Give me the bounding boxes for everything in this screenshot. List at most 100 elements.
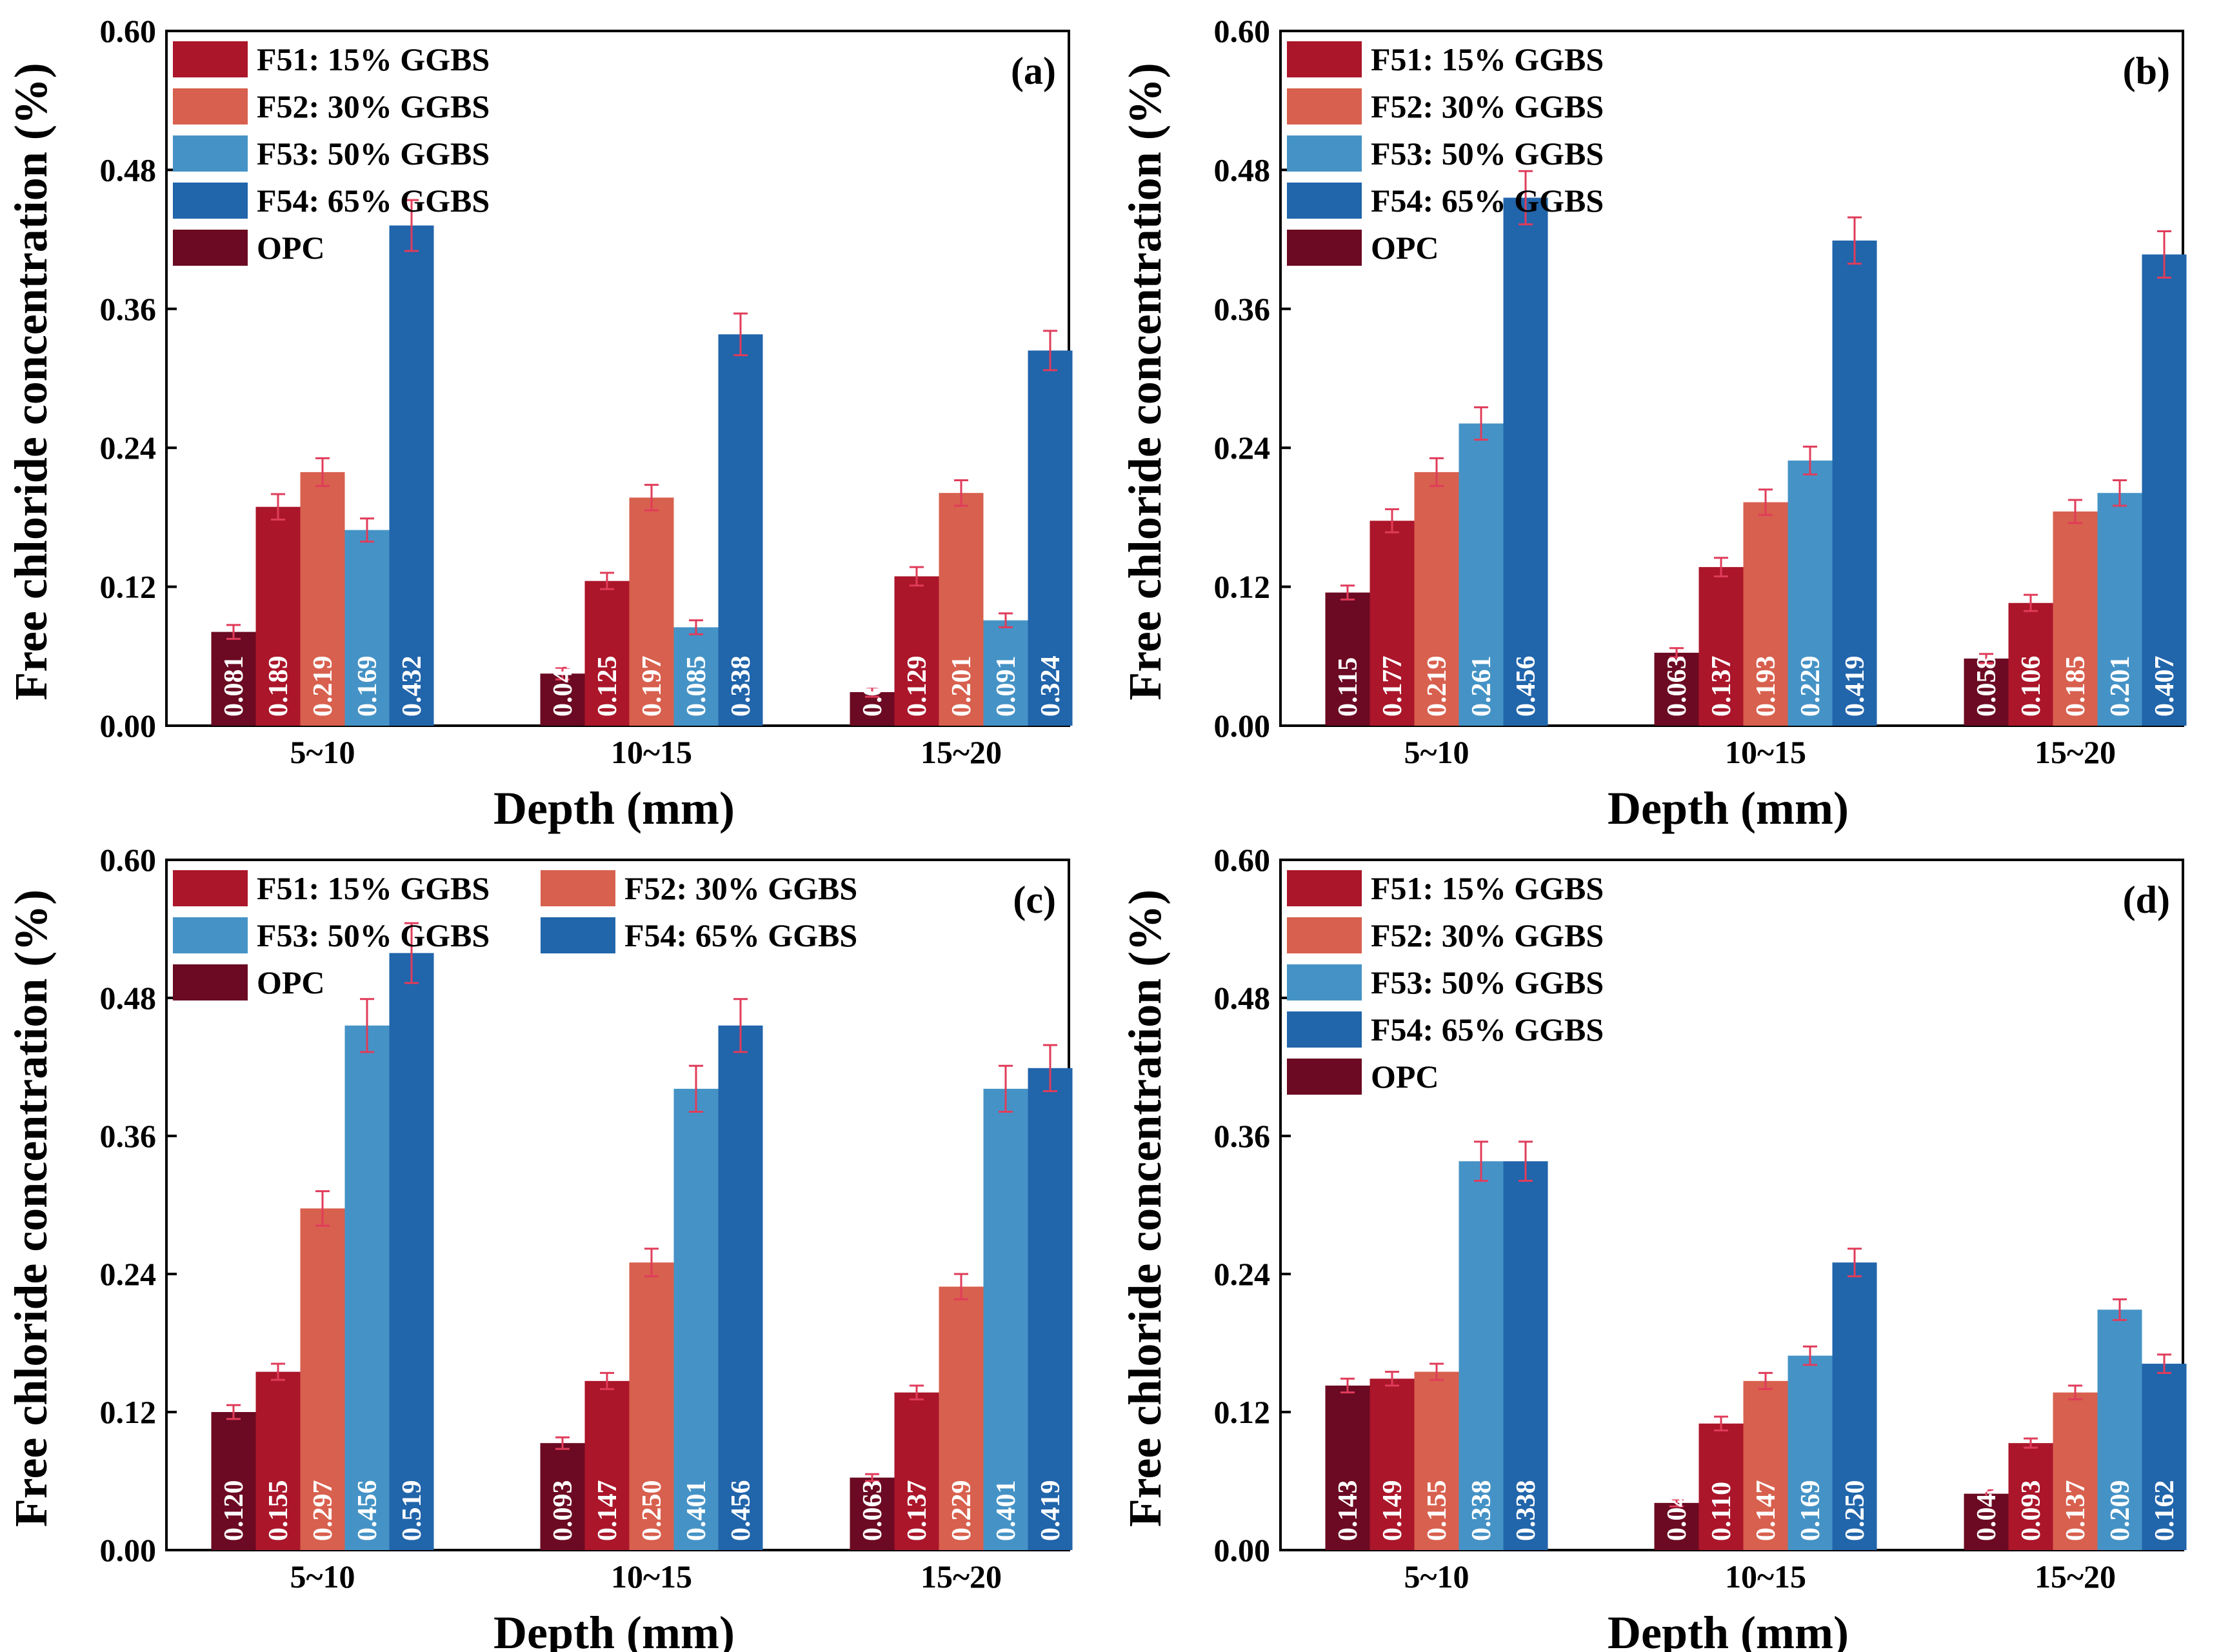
legend-swatch-f51 <box>173 41 248 77</box>
x-axis-title: Depth (mm) <box>1608 782 1849 834</box>
legend-label-f53: F53: 50% GGBS <box>257 135 490 172</box>
legend-swatch-f53 <box>173 917 248 953</box>
y-tick-label: 0.48 <box>1214 152 1271 188</box>
bar-f52 <box>1414 1371 1459 1550</box>
bar-opc <box>1964 658 2009 726</box>
bar-f51 <box>1698 567 1744 726</box>
bar-value-label: 0.147 <box>1751 1480 1781 1542</box>
legend-swatch-opc <box>1287 230 1362 266</box>
x-axis-title: Depth (mm) <box>493 1607 735 1652</box>
y-axis-title: Free chloride concentration (%) <box>5 890 57 1527</box>
bar-f53 <box>1459 423 1504 726</box>
bar-value-label: 0.049 <box>1972 1480 2002 1542</box>
bar-value-label: 0.120 <box>219 1480 249 1542</box>
bar-f53 <box>1459 1161 1504 1550</box>
x-tick-label: 5~10 <box>1404 1558 1469 1595</box>
x-tick-label: 15~20 <box>2035 734 2116 770</box>
y-tick-label: 0.36 <box>100 1118 157 1154</box>
bar-value-label: 0.229 <box>947 1480 977 1542</box>
bar-value-label: 0.456 <box>726 1480 756 1542</box>
y-axis-title: Free chloride concentration (%) <box>1119 890 1171 1527</box>
panel-b: 0.00 0.12 0.24 0.36 0.48 0.60 Free chloride co… <box>1119 13 2187 834</box>
bar-f51 <box>584 581 630 726</box>
bar-value-label: 0.081 <box>219 656 249 717</box>
bar-value-label: 0.041 <box>1662 1480 1692 1542</box>
bar-f52 <box>1743 502 1788 726</box>
legend-label-f54: F54: 65% GGBS <box>624 917 857 953</box>
y-tick-label: 0.00 <box>100 1532 157 1568</box>
bar-f53 <box>1788 460 1833 726</box>
y-tick-label: 0.12 <box>100 1394 157 1430</box>
bar-f54 <box>1028 350 1073 726</box>
bar-f53 <box>673 627 719 726</box>
legend-swatch-opc <box>173 230 248 266</box>
bar-opc <box>1325 1385 1370 1550</box>
bar-value-label: 0.407 <box>2150 656 2180 717</box>
x-tick-label: 5~10 <box>290 1558 355 1595</box>
legend-label-opc: OPC <box>1371 230 1439 266</box>
bar-f53 <box>2097 493 2142 726</box>
legend-swatch-f52 <box>173 88 248 124</box>
legend-swatch-f51 <box>173 870 248 906</box>
y-tick-label: 0.60 <box>100 842 157 878</box>
y-axis-title: Free chloride concentration (%) <box>1119 63 1171 700</box>
bar-value-label: 0.219 <box>308 656 338 717</box>
legend-label-f54: F54: 65% GGBS <box>1371 1011 1604 1048</box>
panel-a: 0.00 0.12 0.24 0.36 0.48 0.60 Free chloride co… <box>5 13 1073 834</box>
legend-label-f51: F51: 15% GGBS <box>257 870 490 906</box>
legend-swatch-f52 <box>541 870 615 906</box>
bar-value-label: 0.193 <box>1751 656 1781 717</box>
bar-f52 <box>1743 1380 1788 1550</box>
panel-label: (d) <box>2123 879 2170 921</box>
bar-value-label: 0.338 <box>1511 1480 1541 1542</box>
bar-value-label: 0.338 <box>1467 1480 1497 1542</box>
bar-f54 <box>1503 197 1548 726</box>
y-tick-label: 0.60 <box>1214 842 1271 878</box>
bar-opc <box>1654 652 1699 726</box>
bar-value-label: 0.169 <box>353 656 383 717</box>
x-tick-label: 15~20 <box>921 734 1002 770</box>
bar-value-label: 0.155 <box>264 1480 294 1542</box>
bar-value-label: 0.147 <box>593 1480 622 1542</box>
bar-value-label: 0.091 <box>991 656 1021 717</box>
legend-swatch-opc <box>1287 1059 1362 1095</box>
bar-value-label: 0.029 <box>858 656 888 717</box>
bar-f53 <box>344 1025 390 1550</box>
x-tick-label: 15~20 <box>2035 1558 2116 1595</box>
legend-label-f54: F54: 65% GGBS <box>257 183 490 219</box>
bar-f52 <box>1414 472 1459 726</box>
legend-label-f52: F52: 30% GGBS <box>257 88 490 124</box>
bar-opc <box>211 632 256 726</box>
bar-f51 <box>1369 521 1415 726</box>
y-tick-label: 0.36 <box>100 291 157 327</box>
x-tick-label: 10~15 <box>1725 734 1806 770</box>
y-tick-label: 0.24 <box>1214 430 1271 466</box>
bar-value-label: 0.419 <box>1036 1480 1066 1542</box>
bar-f51 <box>894 576 939 726</box>
bar-f53 <box>673 1088 719 1550</box>
bar-f54 <box>389 953 434 1550</box>
legend-label-f54: F54: 65% GGBS <box>1371 183 1604 219</box>
bar-value-label: 0.143 <box>1333 1480 1363 1542</box>
bar-value-label: 0.261 <box>1467 656 1497 717</box>
bar-value-label: 0.093 <box>2017 1480 2046 1542</box>
bar-value-label: 0.115 <box>1333 657 1363 717</box>
bar-f54 <box>718 1025 763 1550</box>
x-axis-title: Depth (mm) <box>1608 1607 1849 1652</box>
bar-f53 <box>344 530 390 726</box>
bar-value-label: 0.297 <box>308 1480 338 1542</box>
legend-label-f53: F53: 50% GGBS <box>1371 135 1604 172</box>
bar-f51 <box>2008 602 2053 726</box>
x-tick-label: 10~15 <box>611 1558 692 1595</box>
bar-f51 <box>2008 1443 2053 1550</box>
bar-f51 <box>1369 1378 1415 1550</box>
y-tick-label: 0.00 <box>100 708 157 744</box>
bar-f52 <box>2053 511 2098 726</box>
legend-label-f52: F52: 30% GGBS <box>1371 88 1604 124</box>
x-tick-label: 5~10 <box>290 734 355 770</box>
bar-value-label: 0.419 <box>1840 656 1870 717</box>
bar-f52 <box>629 497 674 726</box>
bar-f51 <box>255 506 301 726</box>
bar-f54 <box>2142 1364 2187 1550</box>
